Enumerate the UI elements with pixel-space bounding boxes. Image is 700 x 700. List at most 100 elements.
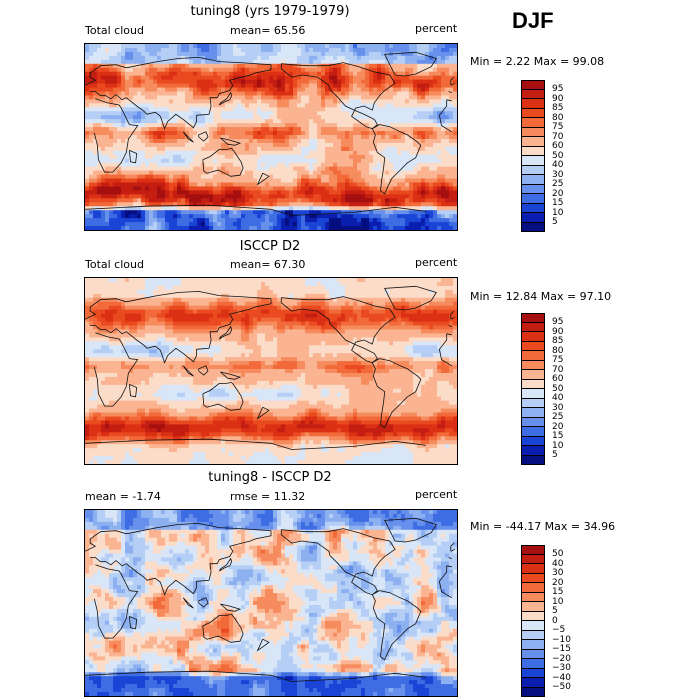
map-cell	[177, 166, 182, 172]
map-cell	[129, 278, 134, 283]
map-cell	[157, 186, 162, 192]
map-cell	[233, 138, 238, 144]
map-cell	[353, 170, 358, 176]
map-cell	[133, 226, 138, 230]
map-cell	[333, 174, 338, 180]
map-cell	[405, 59, 410, 65]
map-cell	[205, 119, 210, 124]
map-cell	[437, 154, 442, 160]
map-cell	[329, 293, 334, 299]
map-cell	[337, 71, 342, 77]
map-cell	[273, 55, 278, 61]
map-cell	[201, 111, 206, 116]
map-cell	[369, 158, 374, 164]
map-cell	[377, 278, 382, 283]
map-cell	[137, 103, 142, 108]
map-cell	[417, 115, 422, 120]
map-cell	[117, 198, 122, 203]
map-cell	[237, 115, 242, 120]
map-cell	[137, 154, 142, 160]
map-cell	[145, 142, 150, 148]
map-cell	[329, 150, 334, 156]
map-cell	[365, 278, 370, 283]
map-cell	[217, 115, 222, 120]
map-cell	[353, 182, 358, 188]
map-cell	[361, 218, 366, 223]
map-cell	[409, 214, 414, 219]
map-cell	[225, 79, 230, 85]
map-cell	[157, 198, 162, 203]
map-cell	[253, 214, 258, 219]
map-cell	[277, 79, 282, 85]
map-cell	[85, 174, 90, 180]
map-cell	[405, 67, 410, 73]
map-cell	[85, 202, 90, 207]
map-cell	[405, 103, 410, 108]
map-cell	[389, 218, 394, 223]
map-cell	[141, 166, 146, 172]
map-cell	[337, 63, 342, 69]
map-cell	[425, 91, 430, 97]
map-cell	[261, 182, 266, 188]
map-cell	[257, 142, 262, 148]
map-cell	[85, 115, 90, 120]
map-cell	[157, 170, 162, 176]
map-cell	[341, 75, 346, 81]
map-cell	[129, 182, 134, 188]
map-cell	[261, 218, 266, 223]
map-cell	[173, 103, 178, 108]
coastline	[202, 147, 244, 177]
map-cell	[297, 131, 302, 136]
map-cell	[217, 214, 222, 219]
map-cell	[85, 297, 90, 303]
map-cell	[369, 285, 374, 291]
map-cell	[349, 182, 354, 188]
map-cell	[329, 182, 334, 188]
map-cell	[113, 293, 118, 299]
map-cell	[385, 127, 390, 132]
map-cell	[181, 297, 186, 303]
map-cell	[437, 146, 442, 152]
map-cell	[389, 138, 394, 144]
map-cell	[121, 99, 126, 104]
map-cell	[129, 127, 134, 132]
map-cell	[265, 135, 270, 140]
map-cell	[193, 115, 198, 120]
map-cell	[409, 218, 414, 223]
map-cell	[405, 111, 410, 116]
map-cell	[145, 158, 150, 164]
map-cell	[273, 91, 278, 97]
map-cell	[333, 222, 338, 227]
map-cell	[325, 206, 330, 211]
map-cell	[97, 278, 102, 283]
map-cell	[429, 127, 434, 132]
map-cell	[173, 297, 178, 303]
map-cell	[305, 226, 310, 230]
map-cell	[137, 55, 142, 61]
map-cell	[329, 47, 334, 53]
map-cell	[425, 214, 430, 219]
map-cell	[369, 142, 374, 148]
map-cell	[273, 210, 278, 215]
map-cell	[169, 289, 174, 295]
map-cell	[245, 55, 250, 61]
map-cell	[325, 107, 330, 112]
map-cell	[353, 123, 358, 128]
map-cell	[225, 150, 230, 156]
map-cell	[181, 115, 186, 120]
map-cell	[117, 135, 122, 140]
map-cell	[401, 178, 406, 184]
map-cell	[317, 127, 322, 132]
map-cell	[201, 194, 206, 199]
map-cell	[269, 190, 274, 195]
map-cell	[237, 138, 242, 144]
map-cell	[169, 91, 174, 97]
map-cell	[245, 59, 250, 65]
map-cell	[129, 103, 134, 108]
map-cell	[313, 281, 318, 287]
map-cell	[113, 278, 118, 283]
map-cell	[421, 289, 426, 295]
map-cell	[113, 285, 118, 291]
map-cell	[141, 87, 146, 93]
map-cell	[189, 150, 194, 156]
